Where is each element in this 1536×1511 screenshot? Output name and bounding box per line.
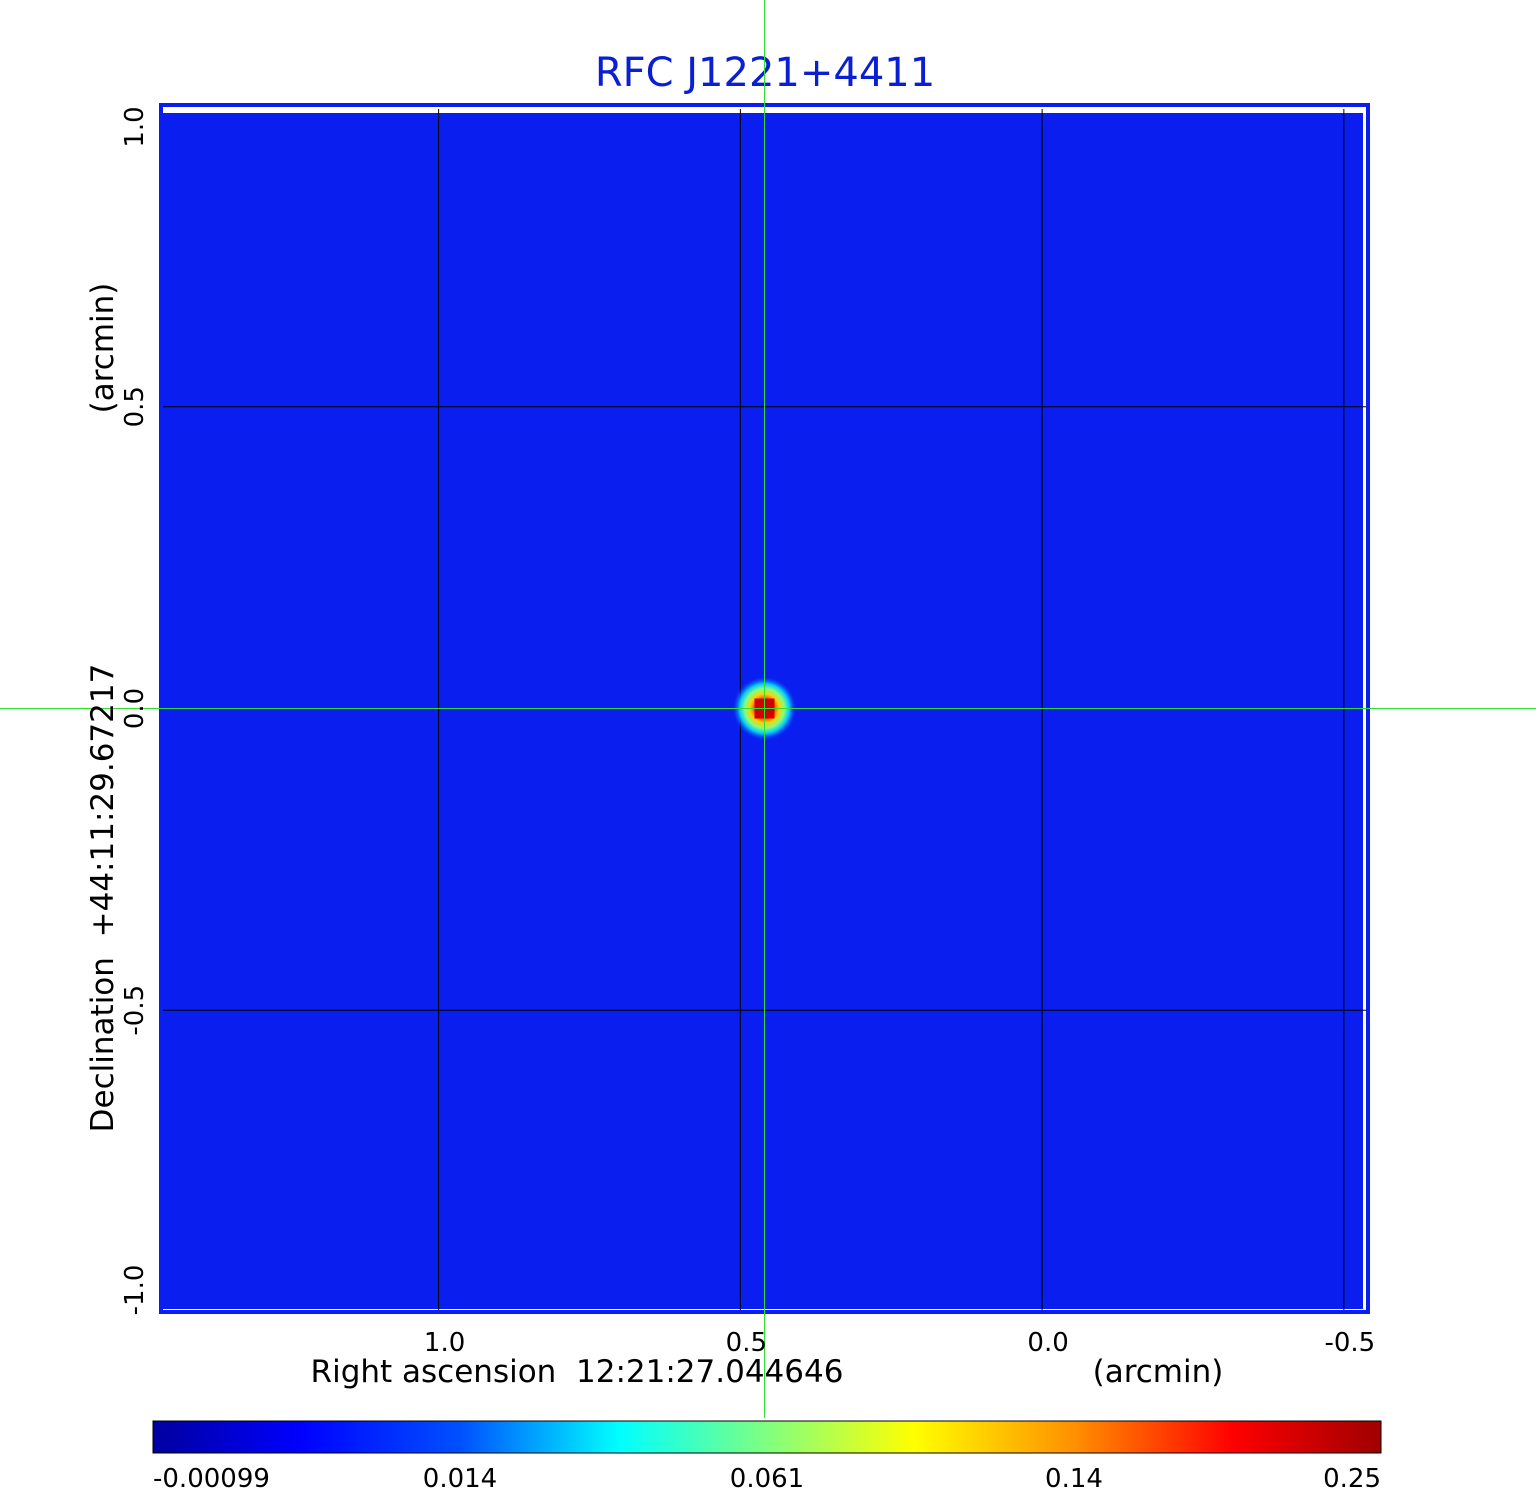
- y-tick-label: -0.5: [120, 985, 150, 1036]
- colorbar-tick-label: 0.014: [423, 1464, 497, 1494]
- x-tick-label: -0.5: [1324, 1328, 1375, 1358]
- y-tick-labels: 1.0 0.5 0.0 -0.5 -1.0: [120, 106, 150, 1315]
- y-axis-label: Declination +44:11:29.67217: [85, 664, 121, 1133]
- y-tick-label: 0.5: [120, 386, 150, 427]
- x-tick-label: 1.0: [424, 1328, 465, 1358]
- y-tick-label: 0.0: [120, 688, 150, 729]
- colorbar: -0.00099 0.014 0.061 0.14 0.25: [152, 1420, 1382, 1494]
- colorbar-tick-label: 0.25: [1323, 1464, 1381, 1494]
- y-tick-label: -1.0: [120, 1265, 150, 1316]
- colorbar-gradient: [152, 1420, 1382, 1454]
- y-tick-label: 1.0: [120, 106, 150, 147]
- colorbar-tick-label: 0.14: [1045, 1464, 1103, 1494]
- colorbar-tick-labels: -0.00099 0.014 0.061 0.14 0.25: [153, 1464, 1381, 1494]
- x-axis-unit: (arcmin): [1093, 1354, 1224, 1390]
- x-tick-label: 0.5: [726, 1328, 767, 1358]
- colorbar-tick-label: -0.00099: [153, 1464, 270, 1494]
- y-axis-unit: (arcmin): [85, 283, 121, 414]
- colorbar-tick-label: 0.061: [730, 1464, 804, 1494]
- crosshair: [0, 0, 1536, 1418]
- x-axis-label: Right ascension 12:21:27.044646: [311, 1354, 844, 1390]
- x-tick-label: 0.0: [1027, 1328, 1068, 1358]
- x-tick-labels: 1.0 0.5 0.0 -0.5: [424, 1328, 1375, 1358]
